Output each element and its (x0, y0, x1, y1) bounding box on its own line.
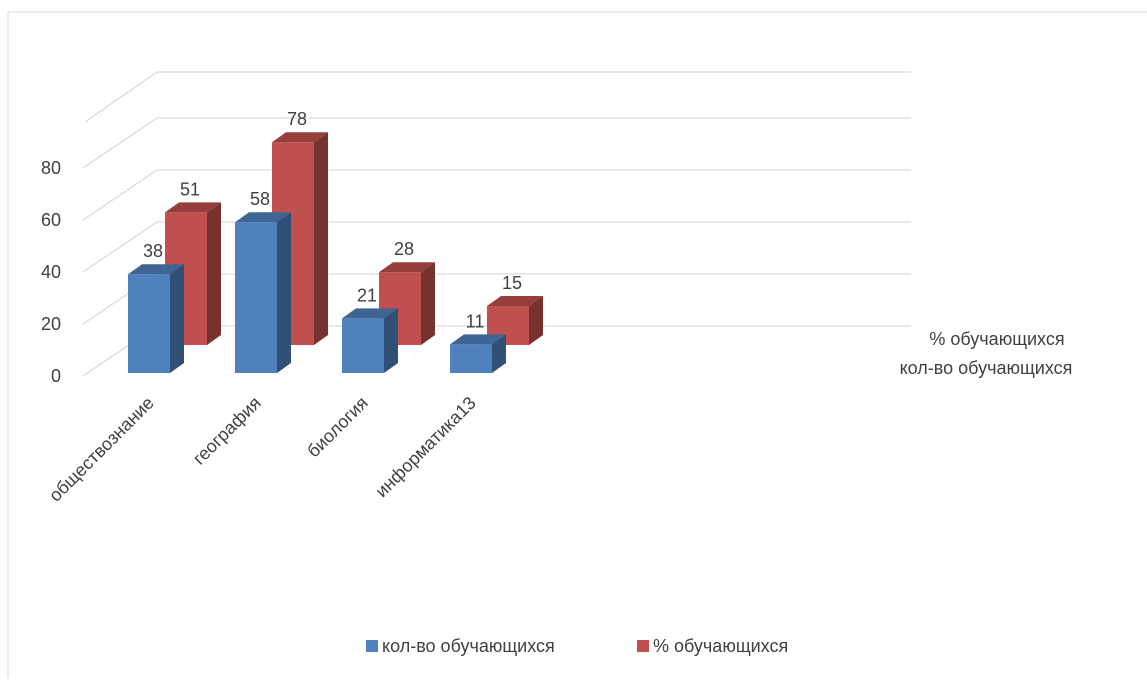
bar-top (272, 132, 328, 143)
legend: кол-во обучающихся % обучающихся (366, 636, 788, 656)
bar-side (170, 264, 184, 373)
bar-front (235, 222, 277, 373)
legend-swatch (637, 640, 649, 652)
y-axis-ticks: 0 20 40 60 80 (41, 158, 61, 386)
bar-3-count (450, 334, 506, 373)
data-label: 78 (287, 109, 307, 129)
data-label: 38 (143, 241, 163, 261)
bar-top (487, 296, 543, 306)
bar-top (128, 264, 184, 275)
chart-frame (7, 11, 1147, 678)
depth-axis-label: кол-во обучающихся (900, 358, 1073, 378)
bar-side (277, 212, 291, 373)
legend-swatch (366, 640, 378, 652)
bar-front (128, 274, 170, 373)
category-label: география (189, 393, 265, 469)
gridline (82, 221, 911, 273)
data-label: 58 (250, 189, 270, 209)
data-label: 21 (357, 285, 377, 305)
data-label: 28 (394, 239, 414, 259)
legend-item: кол-во обучающихся (366, 636, 555, 656)
bar-2-count (342, 308, 398, 373)
bars (128, 132, 543, 373)
category-label: биология (303, 393, 372, 462)
category-labels: обществознание география биология информати… (45, 393, 480, 506)
y-tick-label: 80 (41, 158, 61, 178)
depth-axis-label: % обучающихся (929, 329, 1064, 349)
bar-top (165, 202, 221, 213)
y-tick-label: 40 (41, 262, 61, 282)
data-label: 51 (180, 179, 200, 199)
bar-side (492, 334, 506, 373)
legend-label: % обучающихся (653, 636, 788, 656)
bar-top (342, 308, 398, 319)
bar-side (529, 296, 543, 345)
depth-axis-labels: % обучающихся кол-во обучающихся (900, 329, 1073, 378)
category-label: обществознание (45, 393, 158, 506)
bar-1-count (235, 212, 291, 373)
y-tick-label: 60 (41, 210, 61, 230)
bar-top (379, 262, 435, 273)
bar-front (342, 318, 384, 373)
bar-top (235, 212, 291, 223)
legend-item: % обучающихся (637, 636, 788, 656)
bar-0-count (128, 264, 184, 373)
bar-side (384, 308, 398, 373)
bar-top (450, 334, 506, 345)
bar-3-percent (487, 296, 543, 345)
data-labels: 51 78 28 15 38 58 21 11 (143, 109, 522, 331)
bar-side (314, 132, 328, 345)
gridline (82, 169, 911, 221)
legend-label: кол-во обучающихся (382, 636, 555, 656)
data-label: 15 (502, 273, 522, 293)
bar-side (207, 202, 221, 345)
y-tick-label: 0 (51, 366, 61, 386)
category-label: информатика13 (371, 393, 479, 501)
gridline (84, 71, 911, 123)
gridline (82, 117, 911, 169)
y-tick-label: 20 (41, 314, 61, 334)
bar-front (450, 344, 492, 373)
bar-side (421, 262, 435, 345)
data-label: 11 (466, 311, 485, 331)
